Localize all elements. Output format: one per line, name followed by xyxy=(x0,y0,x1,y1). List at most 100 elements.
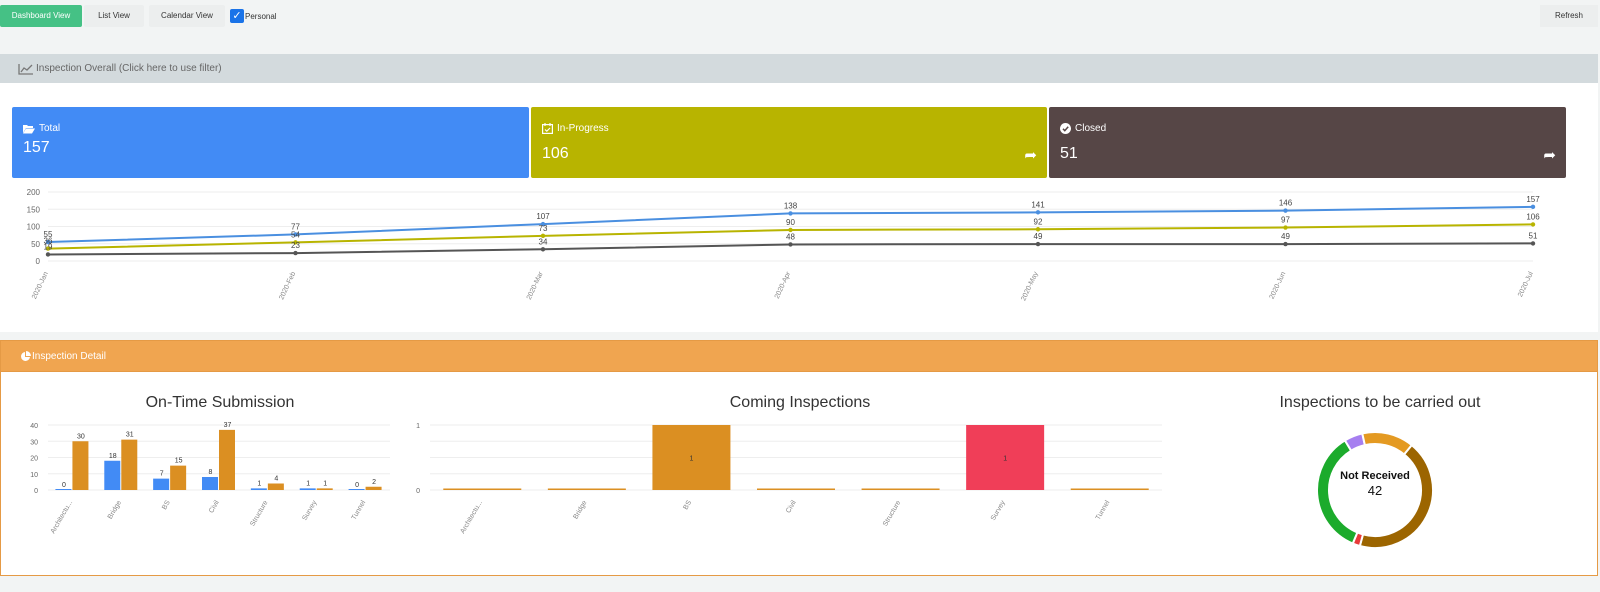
data-label-total: 138 xyxy=(784,201,798,210)
bar xyxy=(1070,488,1149,490)
y-tick-label: 1 xyxy=(416,423,420,430)
x-tick-label: Architectu... xyxy=(459,499,484,535)
bar xyxy=(348,489,365,490)
data-label-closed: 51 xyxy=(1529,231,1538,240)
calendar-check-icon xyxy=(542,123,553,134)
x-tick-label: Bridge xyxy=(572,499,588,520)
data-label-total: 157 xyxy=(1526,195,1540,204)
closed-card-label: Closed xyxy=(1075,123,1107,134)
share-icon[interactable]: ➦ xyxy=(1024,147,1037,164)
coming-inspections-chart[interactable]: 0 1 Architectu... Bridge 1 BS Civil Structure 1 S… xyxy=(410,420,1170,550)
in-progress-card[interactable]: In-Progress 106 ➦ xyxy=(531,107,1047,178)
x-tick-label: Structure xyxy=(249,499,269,527)
data-point-closed xyxy=(788,242,793,247)
y-tick-label: 0 xyxy=(36,257,41,266)
data-label-total: 55 xyxy=(44,230,53,239)
list-view-button[interactable]: List View xyxy=(84,5,144,27)
bar xyxy=(861,488,940,490)
data-point-closed xyxy=(1035,241,1041,247)
bar-value-label: 1 xyxy=(1003,456,1007,463)
folder-open-icon xyxy=(23,124,35,133)
bar xyxy=(966,425,1045,490)
bar xyxy=(121,439,138,490)
data-label-total: 107 xyxy=(536,212,550,221)
closed-card-header: Closed xyxy=(1060,123,1106,134)
in-progress-card-header: In-Progress xyxy=(542,123,609,134)
data-label-closed: 49 xyxy=(1034,232,1043,241)
inspection-overall-title: Inspection Overall (Click here to use fi… xyxy=(36,63,222,74)
inspection-overall-line-chart: 0 50 100 150 200 2020-Jan 2020-Feb 2020-Mar 2020… xyxy=(27,188,1541,302)
y-tick-label: 0 xyxy=(34,488,38,495)
x-tick-label: 2020-Jun xyxy=(1269,271,1288,301)
y-tick-label: 200 xyxy=(27,188,41,197)
bar xyxy=(443,488,522,490)
bar-value-label: 15 xyxy=(175,458,183,465)
data-point-closed xyxy=(540,247,546,252)
bar-value-label: 0 xyxy=(62,482,66,489)
coming-inspections-title: Coming Inspections xyxy=(729,394,871,411)
total-card[interactable]: Total 157 xyxy=(12,107,529,178)
data-label-inprogress: 73 xyxy=(539,224,548,233)
dashboard-view-button[interactable]: Dashboard View xyxy=(0,5,82,27)
inspection-overall-header[interactable]: Inspection Overall (Click here to use fi… xyxy=(0,54,1598,83)
personal-label: Personal xyxy=(245,11,277,21)
check-circle-icon xyxy=(1060,123,1071,134)
bar-value-label: 7 xyxy=(160,471,164,478)
x-tick-label: 2020-May xyxy=(1020,270,1040,302)
x-tick-label: Bridge xyxy=(107,499,123,520)
bar xyxy=(365,486,382,490)
x-tick-label: BS xyxy=(161,499,172,511)
x-tick-label: Tunnel xyxy=(351,499,368,521)
inspections-donut-chart[interactable] xyxy=(1310,425,1440,555)
bar-value-label: 2 xyxy=(372,479,376,486)
y-tick-label: 0 xyxy=(416,488,420,495)
y-tick-label: 40 xyxy=(30,423,38,430)
data-point-closed xyxy=(293,250,298,256)
line-chart-icon xyxy=(18,63,33,75)
in-progress-card-value: 106 xyxy=(542,145,569,162)
x-tick-label: 2020-Mar xyxy=(526,270,545,301)
donut-slice xyxy=(1361,431,1414,456)
data-point-inprogress xyxy=(788,227,793,233)
data-label-closed: 48 xyxy=(786,232,795,241)
closed-card[interactable]: Closed 51 ➦ xyxy=(1049,107,1566,178)
data-point-inprogress xyxy=(1283,225,1288,230)
refresh-button[interactable]: Refresh xyxy=(1540,5,1598,27)
y-tick-label: 10 xyxy=(30,472,38,479)
data-label-inprogress: 92 xyxy=(1034,217,1043,226)
bar xyxy=(267,483,284,490)
bar-value-label: 1 xyxy=(306,480,310,487)
x-tick-label: BS xyxy=(682,499,693,511)
total-card-value: 157 xyxy=(23,139,50,156)
share-icon[interactable]: ➦ xyxy=(1543,147,1556,164)
data-point-closed xyxy=(45,252,51,257)
data-label-inprogress: 90 xyxy=(786,218,795,227)
x-tick-label: Architectu... xyxy=(50,499,75,535)
on-time-submission-chart[interactable]: 010203040030Architectu...1831Bridge715BS… xyxy=(20,420,400,550)
bar xyxy=(250,488,267,490)
data-label-inprogress: 36 xyxy=(44,237,53,246)
personal-checkbox[interactable]: ✓ xyxy=(230,9,244,23)
bar xyxy=(316,488,333,490)
data-label-closed: 49 xyxy=(1281,232,1290,241)
x-tick-label: 2020-Jul xyxy=(1517,270,1535,298)
data-point-inprogress xyxy=(540,233,546,239)
data-point-total xyxy=(1530,204,1536,210)
personal-toggle[interactable]: ✓ Personal xyxy=(230,9,277,23)
bar-value-label: 8 xyxy=(209,469,213,476)
inspection-detail-header[interactable]: Inspection Detail xyxy=(0,340,1598,372)
y-tick-label: 150 xyxy=(27,205,41,214)
bar xyxy=(652,425,731,490)
data-point-closed xyxy=(1283,241,1288,247)
bar-value-label: 0 xyxy=(355,482,359,489)
data-label-inprogress: 97 xyxy=(1281,216,1290,225)
x-tick-label: Tunnel xyxy=(1095,499,1112,521)
bar xyxy=(104,460,121,490)
data-point-inprogress xyxy=(1530,222,1536,227)
calendar-view-button[interactable]: Calendar View xyxy=(149,5,225,27)
data-label-inprogress: 54 xyxy=(291,230,300,239)
data-label-total: 146 xyxy=(1279,199,1293,208)
y-tick-label: 30 xyxy=(30,439,38,446)
data-label-total: 141 xyxy=(1031,200,1045,209)
total-card-label: Total xyxy=(39,123,61,134)
